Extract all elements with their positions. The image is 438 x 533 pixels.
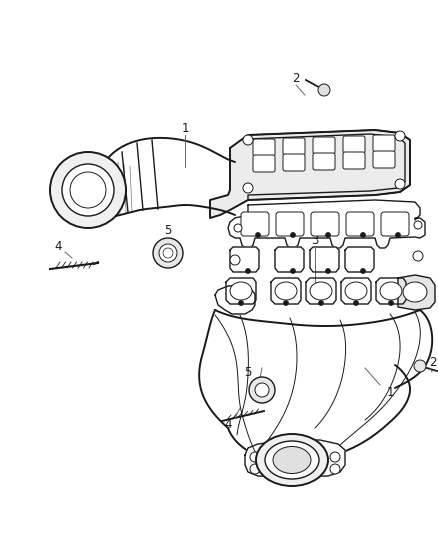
Ellipse shape [275, 282, 297, 300]
Ellipse shape [256, 434, 328, 486]
FancyBboxPatch shape [373, 135, 395, 152]
Text: 2: 2 [292, 71, 300, 85]
FancyBboxPatch shape [253, 139, 275, 156]
FancyBboxPatch shape [283, 138, 305, 155]
Ellipse shape [310, 282, 332, 300]
Ellipse shape [265, 441, 319, 479]
Polygon shape [398, 275, 435, 310]
Circle shape [353, 301, 358, 305]
Circle shape [246, 269, 251, 273]
Circle shape [318, 301, 324, 305]
Circle shape [396, 232, 400, 238]
Text: 5: 5 [244, 366, 252, 378]
FancyBboxPatch shape [276, 212, 304, 236]
Circle shape [243, 135, 253, 145]
Circle shape [325, 232, 331, 238]
Text: 1: 1 [386, 385, 394, 399]
FancyBboxPatch shape [283, 154, 305, 171]
Circle shape [395, 131, 405, 141]
Circle shape [290, 232, 296, 238]
Polygon shape [345, 247, 374, 272]
Circle shape [283, 301, 289, 305]
Circle shape [395, 179, 405, 189]
Circle shape [159, 244, 177, 262]
Circle shape [234, 224, 242, 232]
FancyBboxPatch shape [343, 136, 365, 153]
Polygon shape [226, 278, 256, 304]
FancyBboxPatch shape [313, 137, 335, 154]
Polygon shape [306, 278, 336, 304]
Circle shape [255, 383, 269, 397]
Circle shape [414, 360, 426, 372]
Circle shape [239, 301, 244, 305]
Text: 5: 5 [164, 224, 172, 238]
Ellipse shape [230, 282, 252, 300]
Polygon shape [376, 278, 406, 304]
Circle shape [290, 269, 296, 273]
Circle shape [250, 452, 260, 462]
Circle shape [249, 377, 275, 403]
Polygon shape [275, 247, 304, 272]
Circle shape [230, 255, 240, 265]
Ellipse shape [403, 282, 427, 302]
Polygon shape [215, 285, 255, 314]
FancyBboxPatch shape [241, 212, 269, 236]
Circle shape [389, 301, 393, 305]
FancyBboxPatch shape [313, 153, 335, 170]
Circle shape [318, 84, 330, 96]
Circle shape [153, 238, 183, 268]
Polygon shape [245, 440, 345, 477]
Polygon shape [271, 278, 301, 304]
Circle shape [330, 452, 340, 462]
Text: 3: 3 [311, 235, 319, 247]
FancyBboxPatch shape [373, 151, 395, 168]
Circle shape [414, 221, 422, 229]
Ellipse shape [345, 282, 367, 300]
Circle shape [413, 251, 423, 261]
FancyBboxPatch shape [346, 212, 374, 236]
Circle shape [325, 269, 331, 273]
Circle shape [360, 269, 365, 273]
Circle shape [330, 464, 340, 474]
Text: 4: 4 [224, 418, 232, 432]
Circle shape [250, 464, 260, 474]
Polygon shape [310, 247, 339, 272]
FancyBboxPatch shape [311, 212, 339, 236]
Polygon shape [210, 130, 410, 218]
Circle shape [255, 232, 261, 238]
Circle shape [62, 164, 114, 216]
Circle shape [360, 232, 365, 238]
Polygon shape [230, 247, 259, 272]
Circle shape [50, 152, 126, 228]
Text: 1: 1 [181, 122, 189, 134]
FancyBboxPatch shape [343, 152, 365, 169]
Polygon shape [341, 278, 371, 304]
FancyBboxPatch shape [381, 212, 409, 236]
Text: 4: 4 [54, 239, 62, 253]
Ellipse shape [380, 282, 402, 300]
Text: 2: 2 [429, 356, 437, 368]
Circle shape [243, 183, 253, 193]
Ellipse shape [273, 447, 311, 473]
Polygon shape [228, 200, 425, 248]
FancyBboxPatch shape [253, 155, 275, 172]
